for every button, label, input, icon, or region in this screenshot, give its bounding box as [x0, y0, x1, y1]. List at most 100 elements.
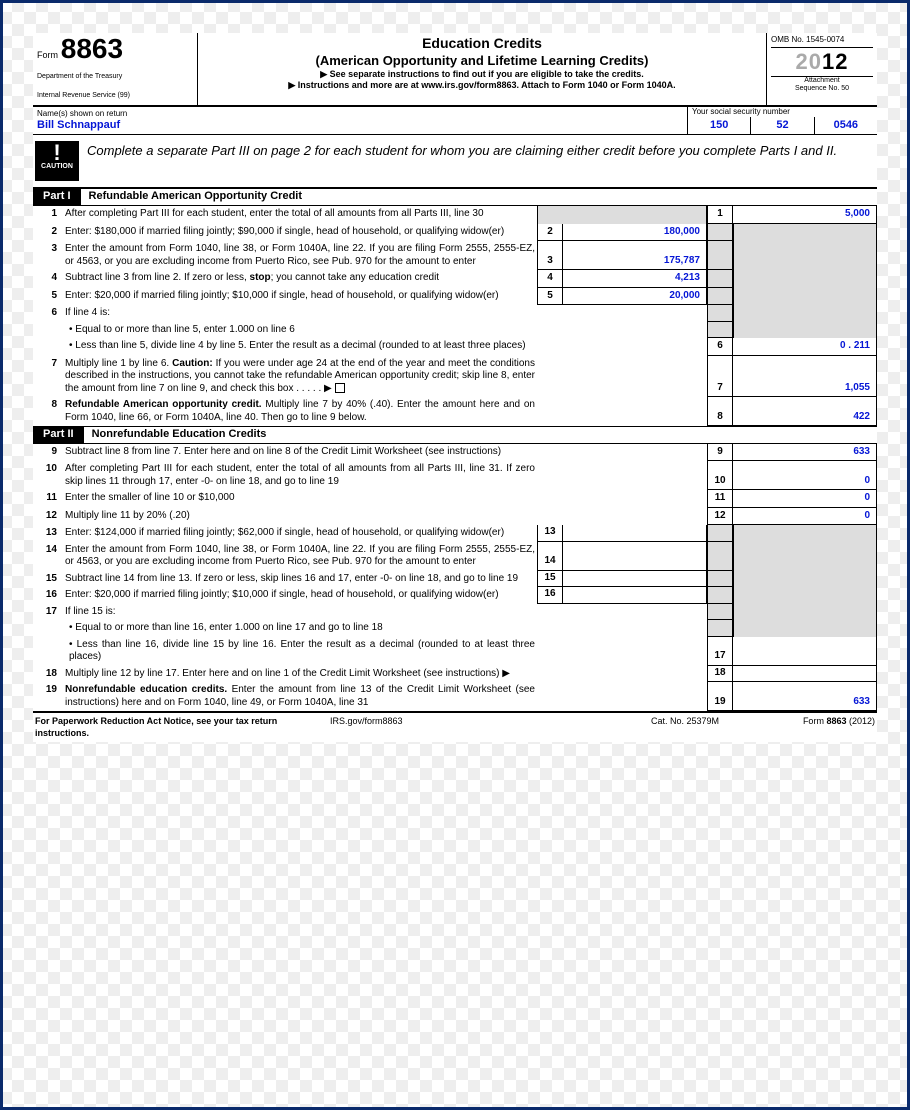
ssn-label: Your social security number	[688, 107, 877, 117]
line-4-num: 4	[33, 270, 63, 288]
line-13-cellnum: 13	[537, 525, 563, 542]
line-18-cellnum: 18	[707, 666, 733, 683]
line-16-cellnum: 16	[537, 587, 563, 604]
line-11-value[interactable]: 0	[733, 490, 877, 508]
line-11-cellnum: 11	[707, 490, 733, 508]
line-6-cellnum: 6	[707, 338, 733, 356]
line-2-cellnum: 2	[537, 224, 563, 242]
dept-1: Department of the Treasury	[37, 73, 193, 82]
part-1-title: Refundable American Opportunity Credit	[81, 189, 311, 205]
warning-icon: !	[35, 143, 79, 163]
line-7-num: 7	[33, 356, 63, 398]
name-value[interactable]: Bill Schnappauf	[37, 119, 683, 133]
line-8-num: 8	[33, 397, 63, 426]
caution-label: CAUTION	[35, 163, 79, 172]
omb-number: OMB No. 1545-0074	[771, 35, 873, 48]
line-16: 16 Enter: $20,000 if married filing join…	[33, 587, 877, 604]
title-2: (American Opportunity and Lifetime Learn…	[204, 53, 760, 69]
line-7-checkbox[interactable]	[335, 383, 345, 393]
part-2-title: Nonrefundable Education Credits	[84, 427, 275, 443]
line-10-cellnum: 10	[707, 461, 733, 490]
line-7-value[interactable]: 1,055	[733, 356, 877, 398]
footer-catalog: Cat. No. 25379M	[625, 716, 745, 739]
line-10-value[interactable]: 0	[733, 461, 877, 490]
line-3-cellnum: 3	[537, 241, 563, 270]
ssn-2[interactable]: 52	[750, 117, 813, 135]
line-5-text: Enter: $20,000 if married filing jointly…	[63, 288, 537, 306]
line-18: 18 Multiply line 12 by line 17. Enter he…	[33, 666, 877, 683]
line-12-value[interactable]: 0	[733, 508, 877, 526]
line-14-value[interactable]	[563, 542, 707, 571]
footer-form: Form 8863 (2012)	[745, 716, 875, 739]
ssn-cells: 150 52 0546	[688, 117, 877, 135]
line-6: 6 If line 4 is:	[33, 305, 877, 322]
line-3-num: 3	[33, 241, 63, 270]
line-19-num: 19	[33, 682, 63, 711]
title-1: Education Credits	[204, 35, 760, 53]
line-5-cellnum: 5	[537, 288, 563, 306]
part-2-lines: 9 Subtract line 8 from line 7. Enter her…	[33, 444, 877, 712]
footer-url: IRS.gov/form8863	[330, 716, 625, 739]
line-8-value[interactable]: 422	[733, 397, 877, 426]
line-3-value[interactable]: 175,787	[563, 241, 707, 270]
line-15-num: 15	[33, 571, 63, 588]
ssn-3[interactable]: 0546	[814, 117, 877, 135]
header-left: Form 8863 Department of the Treasury Int…	[33, 33, 198, 105]
line-6-num: 6	[33, 305, 63, 322]
ssn-field: Your social security number 150 52 0546	[687, 107, 877, 135]
line-17a-text: • Equal to or more than line 16, enter 1…	[63, 620, 537, 637]
line-10-num: 10	[33, 461, 63, 490]
line-19: 19 Nonrefundable education credits. Ente…	[33, 682, 877, 711]
name-label: Name(s) shown on return	[37, 109, 683, 119]
part-1-header: Part I Refundable American Opportunity C…	[33, 189, 877, 206]
line-18-text: Multiply line 12 by line 17. Enter here …	[63, 666, 537, 683]
line-3: 3 Enter the amount from Form 1040, line …	[33, 241, 877, 270]
line-7-text: Multiply line 1 by line 6. Caution: If y…	[63, 356, 537, 398]
line-11-text: Enter the smaller of line 10 or $10,000	[63, 490, 537, 508]
tax-year: 2012	[771, 48, 873, 76]
line-13-text: Enter: $124,000 if married filing jointl…	[63, 525, 537, 542]
line-17-cellnum: 17	[707, 637, 733, 666]
line-17b: • Less than line 16, divide line 15 by l…	[33, 637, 877, 666]
instruction-2: ▶ Instructions and more are at www.irs.g…	[204, 80, 760, 91]
ssn-1[interactable]: 150	[688, 117, 750, 135]
line-1-value[interactable]: 5,000	[733, 206, 877, 224]
line-14-cellnum: 14	[537, 542, 563, 571]
line-1-text: After completing Part III for each stude…	[63, 206, 537, 224]
footer-notice: For Paperwork Reduction Act Notice, see …	[35, 716, 330, 739]
form-footer: For Paperwork Reduction Act Notice, see …	[33, 711, 877, 742]
line-18-value[interactable]	[733, 666, 877, 683]
line-14-num: 14	[33, 542, 63, 571]
line-2: 2 Enter: $180,000 if married filing join…	[33, 224, 877, 242]
line-6-value[interactable]: 0 . 211	[733, 338, 877, 356]
line-12-num: 12	[33, 508, 63, 526]
line-19-cellnum: 19	[707, 682, 733, 711]
line-17-value[interactable]	[733, 637, 877, 666]
header-right: OMB No. 1545-0074 2012 Attachment Sequen…	[767, 33, 877, 105]
part-1-lines: 1 After completing Part III for each stu…	[33, 206, 877, 426]
line-2-text: Enter: $180,000 if married filing jointl…	[63, 224, 537, 242]
line-6-text: If line 4 is:	[63, 305, 537, 322]
line-16-text: Enter: $20,000 if married filing jointly…	[63, 587, 537, 604]
line-7-cellnum: 7	[707, 356, 733, 398]
line-16-value[interactable]	[563, 587, 707, 604]
line-7: 7 Multiply line 1 by line 6. Caution: If…	[33, 356, 877, 398]
line-15-text: Subtract line 14 from line 13. If zero o…	[63, 571, 537, 588]
line-15-value[interactable]	[563, 571, 707, 588]
line-6b-text: • Less than line 5, divide line 4 by lin…	[63, 338, 537, 356]
line-2-value[interactable]: 180,000	[563, 224, 707, 242]
year-suffix: 12	[822, 49, 848, 74]
part-1-badge: Part I	[33, 189, 81, 205]
line-16-num: 16	[33, 587, 63, 604]
line-4-value[interactable]: 4,213	[563, 270, 707, 288]
line-14: 14 Enter the amount from Form 1040, line…	[33, 542, 877, 571]
line-17: 17 If line 15 is:	[33, 604, 877, 621]
attachment: Attachment Sequence No. 50	[771, 76, 873, 95]
line-17b-text: • Less than line 16, divide line 15 by l…	[63, 637, 537, 666]
line-11: 11 Enter the smaller of line 10 or $10,0…	[33, 490, 877, 508]
line-19-value[interactable]: 633	[733, 682, 877, 711]
line-13-value[interactable]	[563, 525, 707, 542]
line-2-num: 2	[33, 224, 63, 242]
line-9-value[interactable]: 633	[733, 444, 877, 462]
line-5-value[interactable]: 20,000	[563, 288, 707, 306]
